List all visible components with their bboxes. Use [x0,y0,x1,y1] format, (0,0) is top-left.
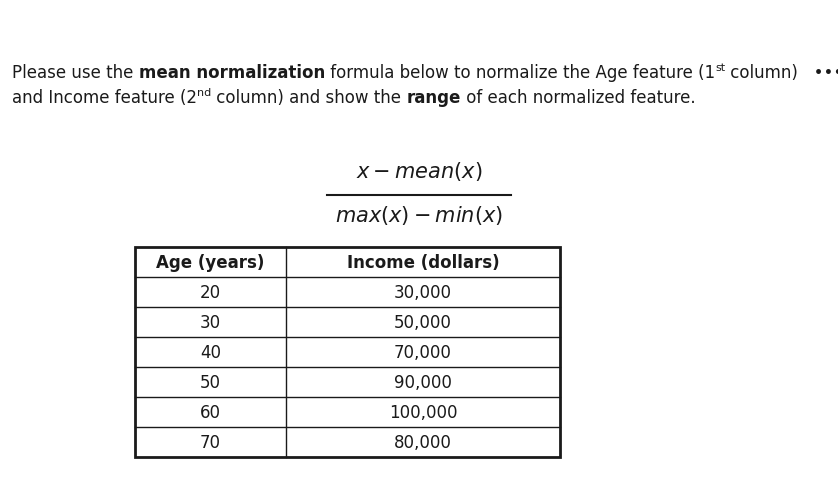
Text: nd: nd [197,88,211,98]
Text: 30,000: 30,000 [394,283,452,301]
Text: 80,000: 80,000 [394,433,452,451]
Text: st: st [715,63,725,73]
Text: 90,000: 90,000 [394,373,452,391]
Text: 70,000: 70,000 [394,343,452,361]
Bar [135,248,560,457]
Text: 100,000: 100,000 [389,403,458,421]
Text: 40: 40 [200,343,221,361]
Text: Income (dollars): Income (dollars) [347,253,499,271]
Text: range: range [406,89,461,107]
Text: mean normalization: mean normalization [138,64,325,82]
Text: Age (years): Age (years) [156,253,265,271]
Text: of each normalized feature.: of each normalized feature. [461,89,696,107]
Text: 30: 30 [200,313,221,331]
Text: $x - mean(x)$: $x - mean(x)$ [355,160,483,182]
Text: 50: 50 [200,373,221,391]
Text: 20: 20 [200,283,221,301]
Text: column)   •••: column) ••• [725,64,838,82]
Text: formula below to normalize the Age feature (1: formula below to normalize the Age featu… [325,64,715,82]
Text: 60: 60 [200,403,221,421]
Text: $max(x) - min(x)$: $max(x) - min(x)$ [335,204,503,227]
Text: and Income feature (2: and Income feature (2 [12,89,197,107]
Text: 50,000: 50,000 [394,313,452,331]
Text: column) and show the: column) and show the [211,89,406,107]
Text: 70: 70 [200,433,221,451]
Text: Please use the: Please use the [12,64,138,82]
